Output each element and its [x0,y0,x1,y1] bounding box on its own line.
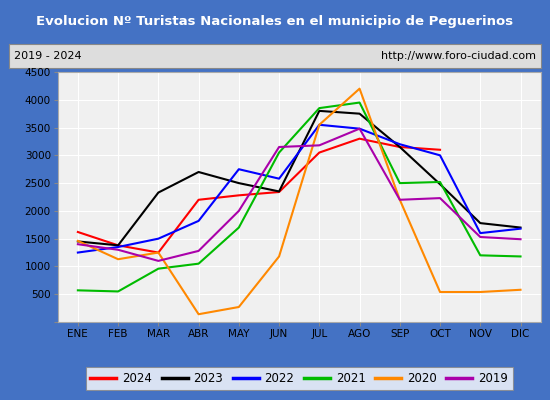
Text: http://www.foro-ciudad.com: http://www.foro-ciudad.com [381,51,536,61]
Legend: 2024, 2023, 2022, 2021, 2020, 2019: 2024, 2023, 2022, 2021, 2020, 2019 [86,368,513,390]
Text: 2019 - 2024: 2019 - 2024 [14,51,82,61]
Text: Evolucion Nº Turistas Nacionales en el municipio de Peguerinos: Evolucion Nº Turistas Nacionales en el m… [36,14,514,28]
